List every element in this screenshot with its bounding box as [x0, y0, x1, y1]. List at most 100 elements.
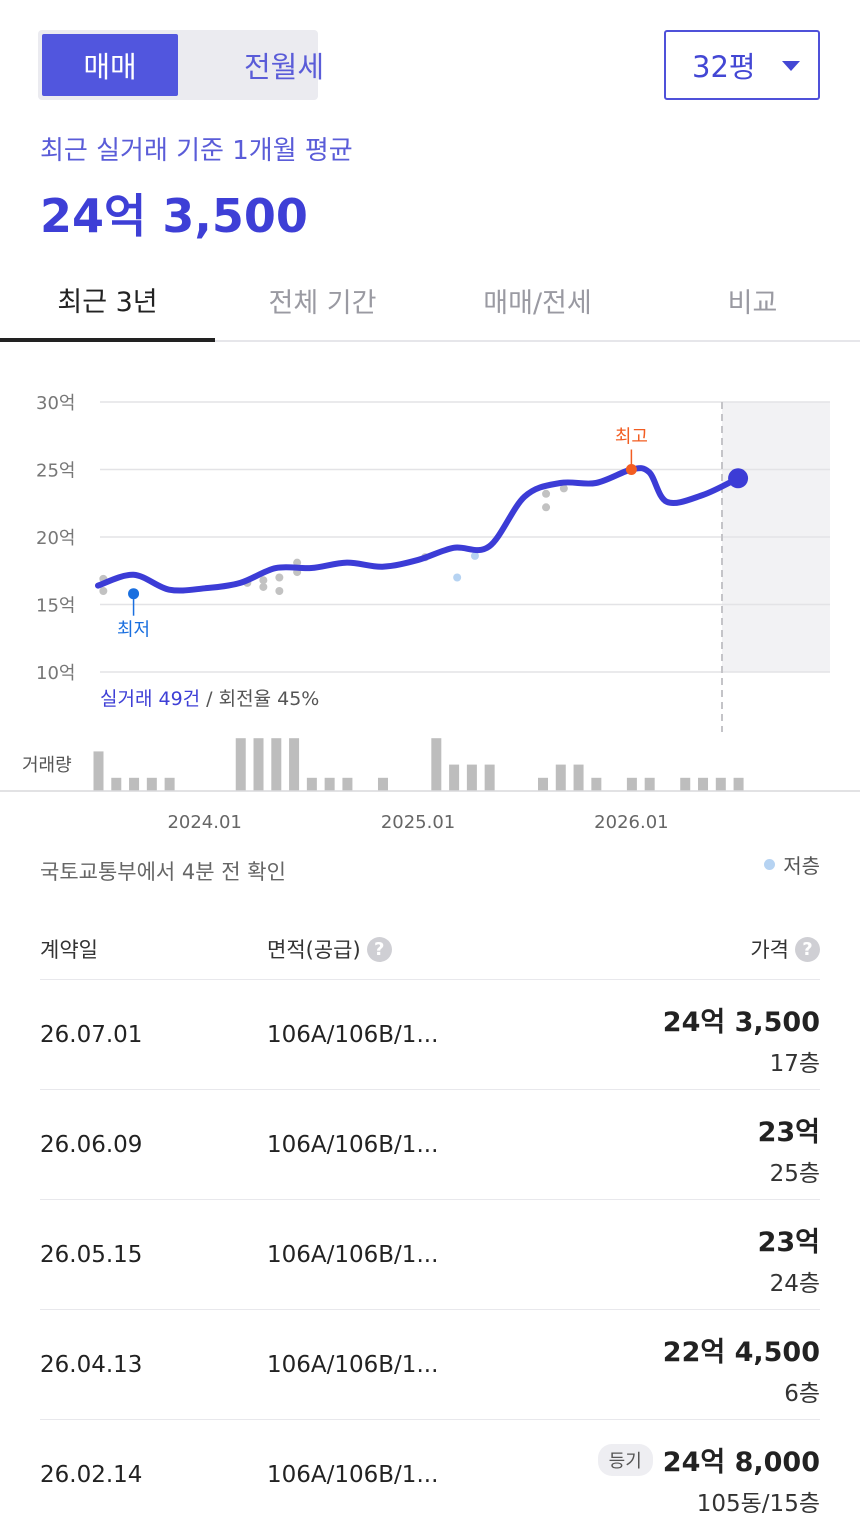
header-date: 계약일 — [40, 938, 98, 962]
volume-bar — [573, 764, 584, 791]
floor-value: 6층 — [784, 1381, 820, 1407]
volume-bar — [253, 738, 264, 791]
source-note: 국토교통부에서 4분 전 확인 — [40, 860, 286, 884]
volume-bar — [377, 777, 388, 791]
header-area: 면적(공급)? — [267, 934, 392, 964]
trade-stats: 실거래 49건 / 회전율 45% — [100, 688, 319, 710]
price-cell: 22억 4,500 — [663, 1330, 820, 1369]
y-tick-label: 10억 — [36, 663, 75, 684]
header-price: 가격? — [750, 934, 820, 964]
volume-bar — [538, 777, 548, 791]
transaction-dot — [259, 576, 268, 585]
volume-bar — [466, 764, 477, 791]
price-value: 22억 4,500 — [662, 1337, 820, 1368]
y-tick-label: 20억 — [36, 528, 75, 549]
tab-sale-jeonse[interactable]: 매매/전세 — [483, 287, 592, 319]
min-point-dot — [128, 588, 140, 600]
volume-label: 거래량 — [22, 755, 72, 776]
x-tick-label: 2024.01 — [167, 812, 241, 833]
volume-bar — [591, 777, 602, 791]
low-floor-dot — [453, 573, 462, 582]
tab-compare[interactable]: 비교 — [727, 287, 778, 319]
volume-bar — [733, 777, 744, 791]
price-value: 24억 3,500 — [662, 1007, 820, 1038]
area-value: 106A/106B/1... — [267, 1242, 439, 1268]
floor-value: 24층 — [769, 1271, 820, 1297]
transactions-table: 계약일 면적(공급)? 가격? 26.07.01 106A/106B/1... 24… — [40, 918, 820, 1530]
price-value: 24억 8,000 — [662, 1447, 820, 1478]
x-tick-label: 2026.01 — [594, 812, 668, 833]
transaction-dot — [542, 503, 551, 512]
caret-down-icon — [782, 61, 800, 71]
volume-bar — [698, 777, 709, 791]
volume-bar — [129, 777, 140, 791]
tab-all-period[interactable]: 전체 기간 — [268, 287, 377, 319]
area-value: 106A/106B/1... — [267, 1352, 439, 1378]
volume-bar — [644, 777, 655, 791]
size-dropdown[interactable]: 32평 — [664, 30, 820, 100]
volume-bar — [324, 777, 335, 791]
volume-bar — [715, 777, 726, 791]
size-value: 32평 — [692, 50, 756, 84]
volume-bar — [484, 764, 495, 791]
table-row[interactable]: 26.04.13 106A/106B/1... 22억 4,500 6층 — [40, 1310, 820, 1420]
floor-value: 105동/15층 — [696, 1491, 820, 1517]
contract-date: 26.05.15 — [40, 1242, 143, 1268]
x-tick-label: 2025.01 — [381, 812, 455, 833]
y-tick-label: 15억 — [36, 596, 75, 617]
transaction-dot — [99, 587, 108, 595]
low-floor-dot-icon — [764, 859, 776, 870]
deal-type-toggle: 매매 전월세 — [38, 30, 324, 100]
y-tick-label: 25억 — [36, 461, 75, 482]
area-value: 106A/106B/1... — [267, 1132, 439, 1158]
rent-tab-button[interactable]: 전월세 — [216, 34, 352, 96]
area-help-icon[interactable]: ? — [366, 936, 392, 962]
period-tabs: 최근 3년 전체 기간 매매/전세 비교 — [0, 260, 860, 342]
contract-date: 26.07.01 — [40, 1022, 143, 1048]
current-price-dot — [728, 468, 749, 489]
price-value: 23억 — [757, 1227, 820, 1258]
volume-bar — [93, 751, 104, 791]
price-value: 23억 — [757, 1117, 820, 1148]
volume-bar — [555, 764, 566, 791]
table-row[interactable]: 26.07.01 106A/106B/1... 24억 3,500 17층 — [40, 980, 820, 1090]
volume-bar — [271, 738, 282, 791]
contract-date: 26.06.09 — [40, 1132, 143, 1158]
low-floor-legend: 저층 — [764, 850, 820, 879]
table-header: 계약일 면적(공급)? 가격? — [40, 918, 820, 980]
volume-bar — [111, 777, 122, 791]
sale-tab-button[interactable]: 매매 — [42, 34, 178, 96]
transaction-dot — [542, 489, 551, 498]
contract-date: 26.04.13 — [40, 1352, 143, 1378]
volume-bar — [342, 777, 353, 791]
price-line — [95, 465, 742, 594]
max-point-dot — [625, 464, 637, 475]
volume-bar — [449, 764, 460, 791]
volume-bar — [164, 777, 175, 791]
transaction-dot — [559, 484, 568, 493]
average-price: 24억 3,500 — [40, 189, 308, 243]
average-label: 최근 실거래 기준 1개월 평균 — [40, 136, 353, 166]
volume-bar — [235, 738, 246, 791]
volume-bar — [306, 777, 317, 791]
y-tick-label: 30억 — [36, 393, 75, 414]
transaction-dot — [275, 587, 284, 595]
price-cell: 23억 — [758, 1220, 820, 1259]
low-floor-label: 저층 — [783, 854, 820, 878]
registered-badge: 등기 — [597, 1443, 653, 1476]
area-value: 106A/106B/1... — [267, 1462, 439, 1488]
contract-date: 26.02.14 — [40, 1462, 143, 1488]
table-row[interactable]: 26.05.15 106A/106B/1... 23억 24층 — [40, 1200, 820, 1310]
table-row[interactable]: 26.02.14 106A/106B/1... 등기 24억 8,000 105동/15… — [40, 1420, 820, 1530]
volume-bar — [146, 777, 157, 791]
volume-bar — [431, 738, 442, 791]
price-help-icon[interactable]: ? — [795, 936, 820, 962]
volume-bar — [680, 777, 691, 791]
floor-value: 25층 — [769, 1161, 820, 1187]
transaction-dot — [275, 573, 284, 582]
area-value: 106A/106B/1... — [267, 1022, 439, 1048]
tab-recent-3-years[interactable]: 최근 3년 — [0, 260, 215, 342]
price-chart[interactable]: 30억 25억 20억 15억 10억 최고 최저 실거래 49건 / 회전율 45% 거… — [0, 370, 860, 840]
table-row[interactable]: 26.06.09 106A/106B/1... 23억 25층 — [40, 1090, 820, 1200]
